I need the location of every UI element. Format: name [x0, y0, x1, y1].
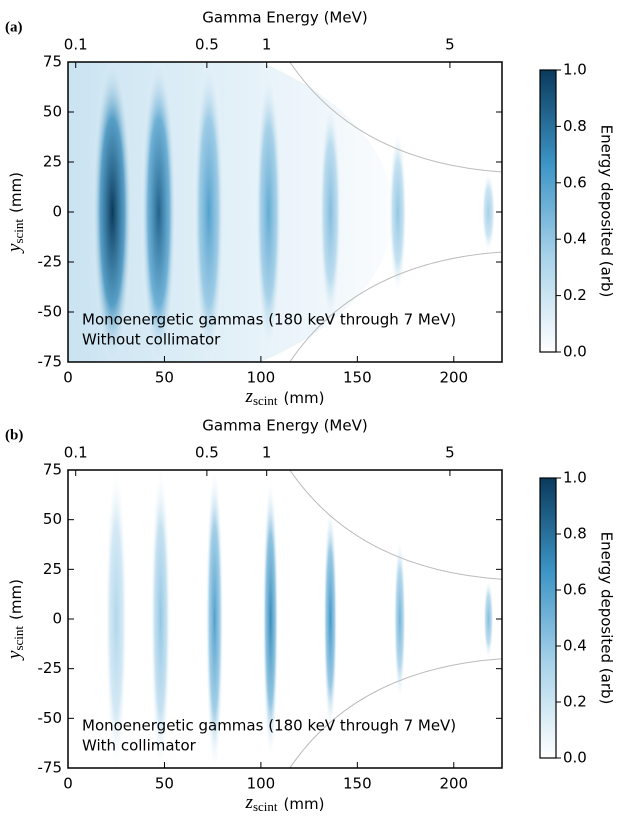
colorbar-tick-label: 0.6 — [563, 173, 587, 191]
y-label-sub: scint — [11, 626, 26, 651]
x-tick-label: 0 — [63, 369, 73, 387]
y-tick-label: 75 — [43, 461, 62, 479]
x-label-sub: scint — [253, 799, 278, 814]
boundary-curve — [289, 62, 502, 173]
x-axis-label: zscint (mm) — [245, 792, 325, 814]
colorbar-tick-label: 1.0 — [563, 469, 587, 487]
colorbar-label: Energy deposited (arb) — [598, 532, 616, 705]
energy-band — [140, 62, 177, 362]
colorbar-label: Energy deposited (arb) — [598, 125, 616, 298]
y-tick-label: 50 — [43, 510, 62, 528]
x2-tick-label: 0.5 — [195, 36, 219, 54]
y-tick-label: 50 — [43, 103, 62, 121]
x2-tick-label: 1 — [262, 444, 272, 462]
x-label-var: z — [245, 792, 254, 813]
energy-band — [393, 537, 406, 701]
y-tick-label: 75 — [43, 53, 62, 71]
y-axis-label: yscint (mm) — [4, 172, 26, 254]
annotation: Without collimator — [82, 331, 221, 349]
colorbar — [539, 69, 557, 353]
x-tick-label: 200 — [439, 775, 468, 793]
y-label-sub: scint — [11, 219, 26, 244]
x2-tick-label: 0.5 — [195, 444, 219, 462]
colorbar — [539, 477, 557, 759]
y-label-unit: (mm) — [7, 172, 25, 213]
panel-label: (a) — [5, 19, 23, 35]
x-label-sub: scint — [253, 393, 278, 408]
x-tick-label: 150 — [343, 369, 372, 387]
energy-band — [323, 505, 338, 733]
y-tick-label: 0 — [52, 610, 62, 628]
x-tick-label: 50 — [155, 775, 174, 793]
energy-band — [193, 62, 225, 362]
colorbar-tick-label: 0.4 — [563, 637, 587, 655]
x-label-unit: (mm) — [284, 389, 325, 407]
energy-band — [481, 171, 496, 253]
y-tick-label: -25 — [38, 253, 63, 271]
plot-area — [105, 470, 502, 768]
x-tick-label: 50 — [155, 369, 174, 387]
energy-band — [388, 128, 407, 296]
x-axis-label: zscint (mm) — [245, 386, 325, 408]
x2-tick-label: 5 — [445, 36, 455, 54]
annotation: Monoenergetic gammas (180 keV through 7 … — [82, 717, 456, 735]
annotation: With collimator — [82, 737, 197, 755]
y-label-unit: (mm) — [7, 579, 25, 620]
y-tick-label: -75 — [38, 759, 63, 777]
energy-band — [262, 477, 279, 761]
y-tick-label: 25 — [43, 153, 62, 171]
energy-band — [319, 97, 342, 327]
x-tick-label: 0 — [63, 775, 73, 793]
x-label-unit: (mm) — [284, 795, 325, 813]
y-tick-label: 25 — [43, 560, 62, 578]
panel: -75 -50 -25 0 25 50 75 0 50 100 150 200 0.1 0.5 1 5 Gamm… — [4, 417, 615, 814]
y-tick-label: 0 — [52, 203, 62, 221]
energy-band — [105, 470, 128, 768]
colorbar-tick-label: 0.2 — [563, 286, 587, 304]
x-label-var: z — [245, 386, 254, 407]
x-tick-label: 100 — [247, 775, 276, 793]
x2-tick-label: 5 — [445, 444, 455, 462]
plot-area — [68, 62, 502, 362]
colorbar-tick-label: 0.2 — [563, 693, 587, 711]
colorbar-tick-label: 0.6 — [563, 581, 587, 599]
x-tick-label: 150 — [343, 775, 372, 793]
y-axis-label: yscint (mm) — [4, 579, 26, 661]
energy-band — [483, 578, 494, 660]
y-tick-label: -25 — [38, 659, 63, 677]
x2-tick-label: 1 — [262, 36, 272, 54]
energy-band — [255, 68, 283, 356]
annotation: Monoenergetic gammas (180 keV through 7 … — [82, 311, 456, 329]
boundary-curve — [289, 658, 502, 768]
panel-label: (b) — [5, 427, 23, 443]
x-tick-label: 200 — [439, 369, 468, 387]
colorbar-tick-label: 0.4 — [563, 230, 587, 248]
energy-band — [150, 470, 171, 768]
top-axis-label: Gamma Energy (MeV) — [202, 417, 367, 435]
panel: -75 -50 -25 0 25 50 75 0 50 100 150 200 0.1 0.5 1 5 Gamm… — [4, 9, 616, 408]
energy-band — [92, 62, 133, 362]
colorbar-tick-label: 0.0 — [563, 343, 587, 361]
y-label-var: y — [4, 243, 25, 254]
energy-band — [205, 470, 224, 768]
boundary-curve — [289, 470, 502, 580]
colorbar-tick-label: 1.0 — [563, 61, 587, 79]
x2-tick-label: 0.1 — [64, 36, 88, 54]
top-axis-label: Gamma Energy (MeV) — [202, 9, 367, 27]
colorbar-tick-label: 0.0 — [563, 749, 587, 767]
boundary-curve — [289, 251, 502, 362]
y-tick-label: -50 — [38, 303, 63, 321]
x-tick-label: 100 — [247, 369, 276, 387]
x2-tick-label: 0.1 — [64, 444, 88, 462]
y-tick-label: -75 — [38, 353, 63, 371]
y-tick-label: -50 — [38, 709, 63, 727]
colorbar-tick-label: 0.8 — [563, 525, 587, 543]
colorbar-tick-label: 0.8 — [563, 117, 587, 135]
y-label-var: y — [4, 650, 25, 661]
